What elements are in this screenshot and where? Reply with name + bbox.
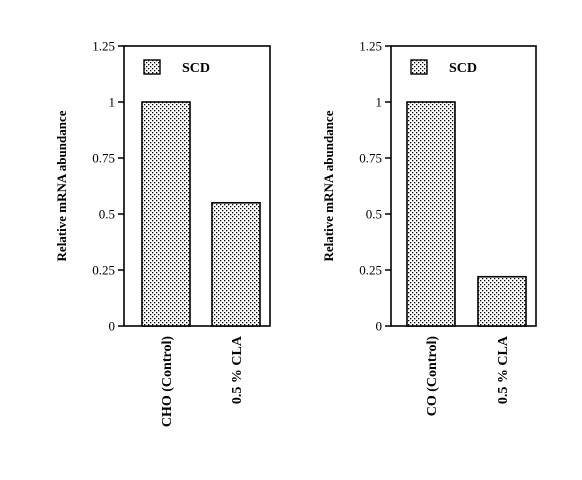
y-tick-label: 1.25: [359, 39, 382, 54]
y-tick-label: 0.25: [92, 263, 115, 278]
plot-frame: [123, 45, 271, 327]
y-tick-label: 0.75: [92, 151, 115, 166]
chart-1: 0 0.25 0.5 0.75 1 1.25 Relative mRNA abundance…: [54, 39, 271, 427]
y-tick-label: 1: [109, 95, 116, 110]
charts-layer: 0 0.25 0.5 0.75 1 1.25 Relative mRNA abundance…: [54, 39, 537, 427]
category-label: CO (Control): [425, 336, 440, 417]
legend-label: SCD: [182, 61, 210, 76]
y-axis-label: Relative mRNA abundance: [54, 110, 69, 261]
chart-2: 0 0.25 0.5 0.75 1 1.25 Relative mRNA abundance…: [321, 39, 537, 417]
bar-1: [141, 101, 191, 327]
category-label: 0.5 % CLA: [230, 335, 245, 404]
y-tick-label: 0: [376, 319, 383, 334]
plot-frame: [390, 45, 537, 327]
legend-swatch: [410, 59, 428, 75]
y-tick-label: 1.25: [92, 39, 115, 54]
category-label: 0.5 % CLA: [496, 335, 511, 404]
y-tick-label: 0: [109, 319, 116, 334]
y-tick-label: 0.25: [359, 263, 382, 278]
y-tick-label: 1: [376, 95, 383, 110]
y-tick-label: 0.5: [99, 207, 115, 222]
y-tick-label: 0.5: [366, 207, 382, 222]
legend-swatch: [143, 59, 161, 75]
legend-label: SCD: [449, 61, 477, 76]
y-axis-label: Relative mRNA abundance: [321, 110, 336, 261]
y-tick-label: 0.75: [359, 151, 382, 166]
bar-1: [406, 101, 456, 327]
bar-2: [477, 275, 527, 327]
category-label: CHO (Control): [160, 336, 175, 427]
bar-2: [211, 202, 261, 327]
